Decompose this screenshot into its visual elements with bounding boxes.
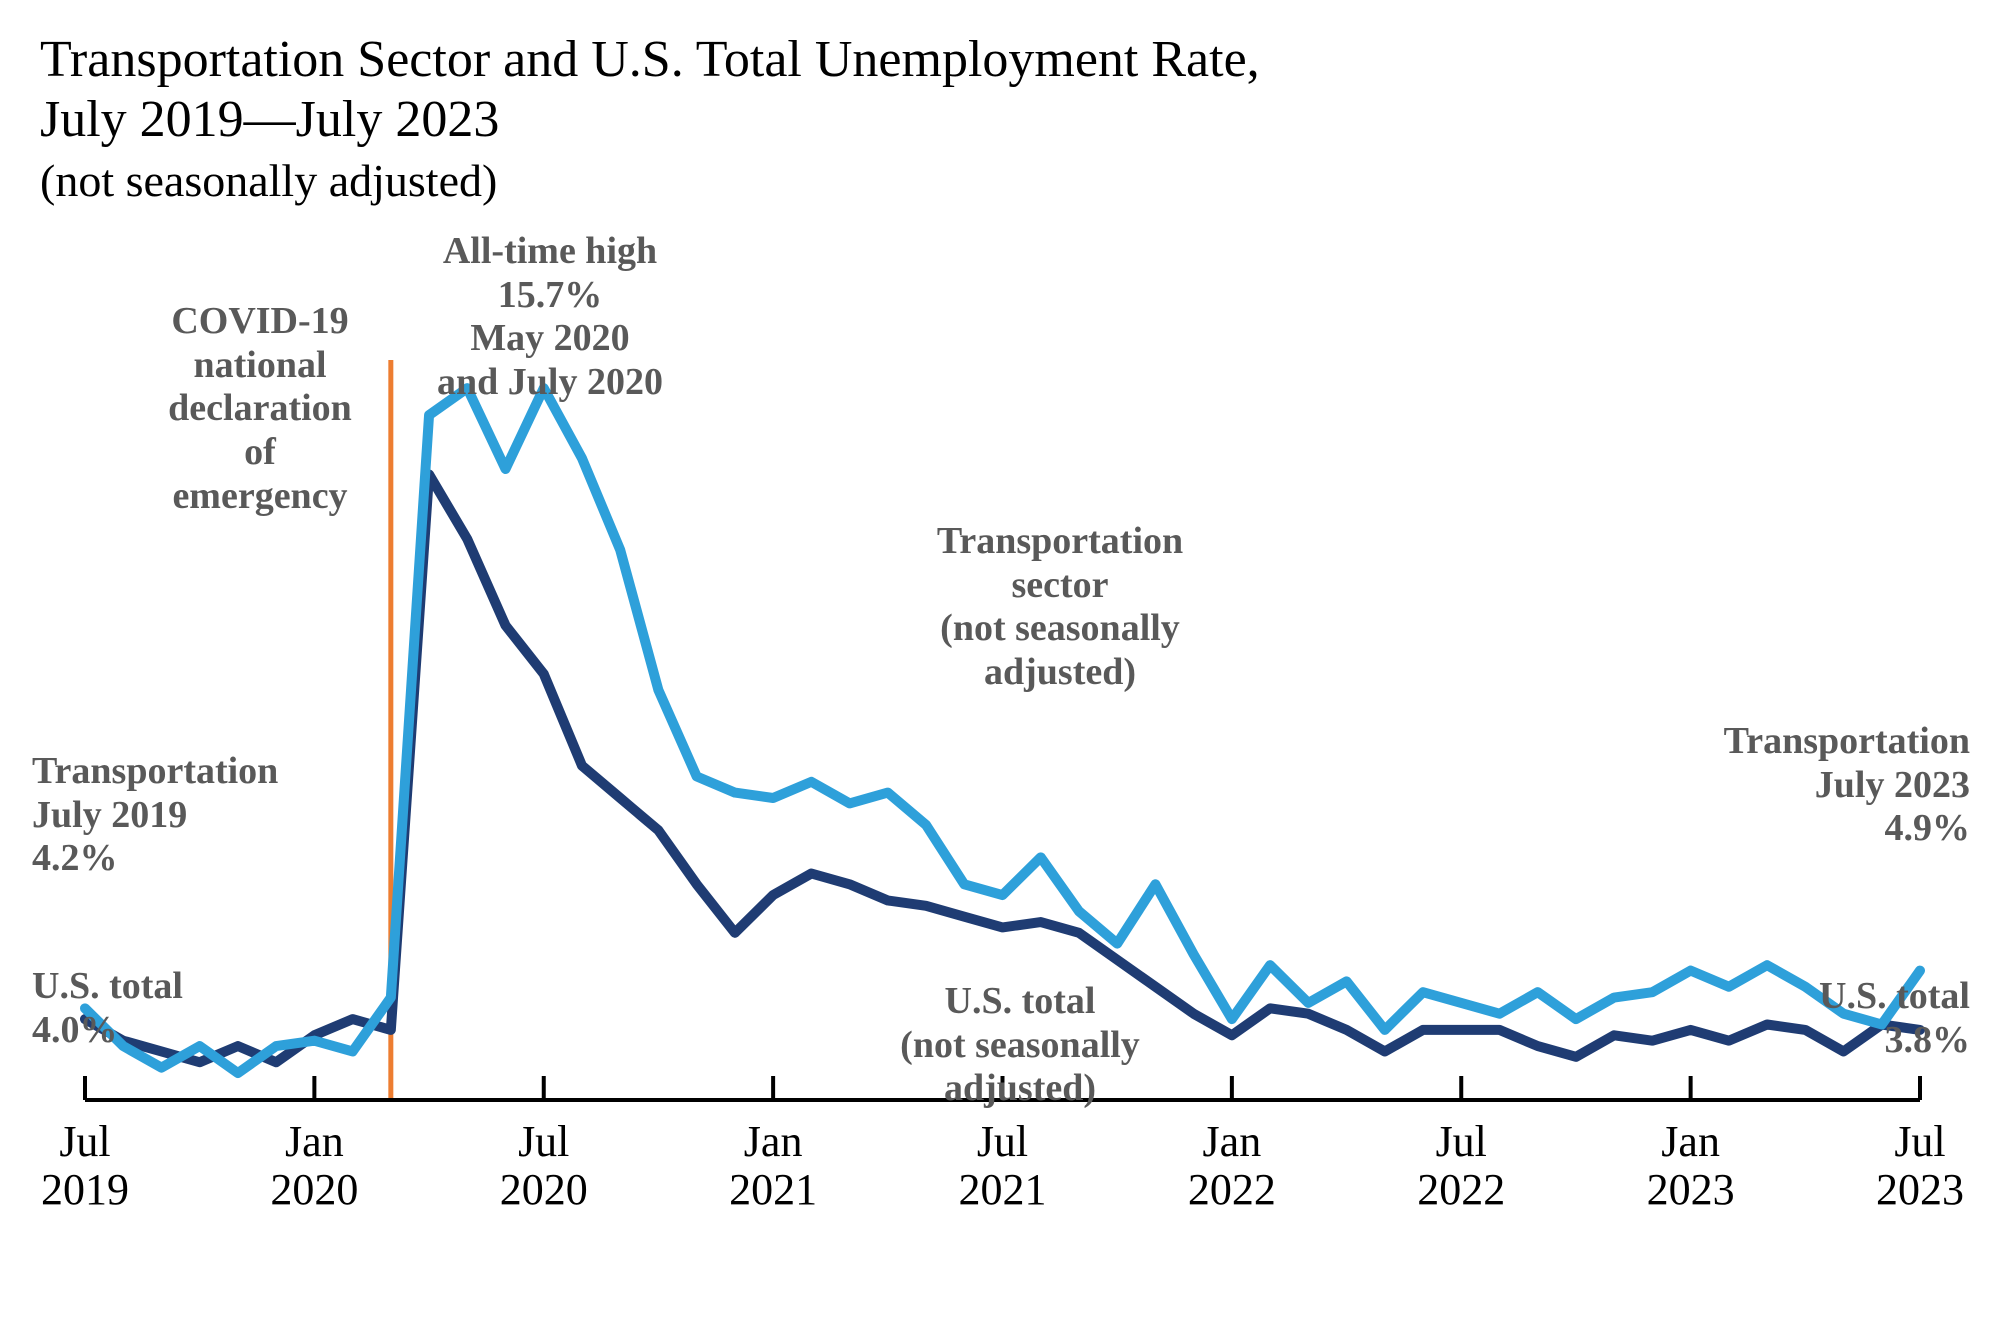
annotation-transportation-start: Transportation July 2019 4.2%: [32, 750, 278, 881]
annotation-us-total-end: U.S. total 3.8%: [1819, 975, 1970, 1062]
x-axis-tick-label: Jul 2023: [1850, 1118, 1990, 1215]
annotation-peak: All-time high 15.7% May 2020 and July 20…: [370, 230, 730, 405]
x-axis-tick-label: Jul 2020: [474, 1118, 614, 1215]
x-axis-tick-label: Jan 2021: [703, 1118, 843, 1215]
x-axis-tick-label: Jan 2023: [1621, 1118, 1761, 1215]
x-axis-tick-label: Jul 2019: [15, 1118, 155, 1215]
x-axis-tick-label: Jan 2020: [244, 1118, 384, 1215]
annotation-us-total-start: U.S. total 4.0%: [32, 965, 183, 1052]
annotation-transportation-end: Transportation July 2023 4.9%: [1724, 720, 1970, 851]
annotation-transportation-series: Transportation sector (not seasonally ad…: [880, 520, 1240, 695]
x-axis-tick-label: Jul 2022: [1391, 1118, 1531, 1215]
x-axis-tick-label: Jul 2021: [933, 1118, 1073, 1215]
annotation-us-total-series: U.S. total (not seasonally adjusted): [840, 980, 1200, 1111]
x-axis-tick-label: Jan 2022: [1162, 1118, 1302, 1215]
chart-page: { "canvas": { "width": 2000, "height": 1…: [0, 0, 2000, 1321]
